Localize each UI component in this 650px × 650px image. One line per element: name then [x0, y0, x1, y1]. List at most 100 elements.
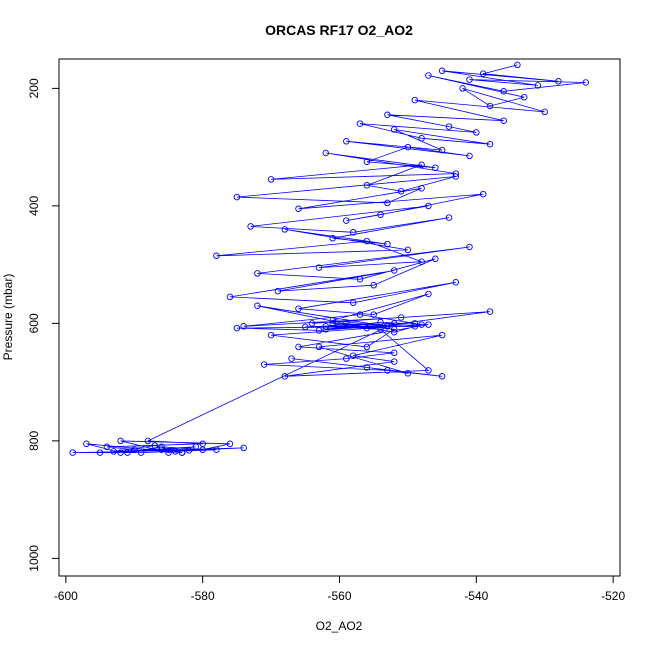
data-point: [254, 302, 261, 310]
data-point: [349, 229, 357, 236]
data-point: [404, 143, 412, 151]
data-point: [356, 276, 364, 283]
data-point: [124, 449, 131, 456]
data-point: [199, 446, 206, 453]
data-point: [343, 355, 350, 362]
data-point: [226, 440, 234, 448]
data-point: [445, 214, 453, 221]
y-axis: 200 400 600 800 1000: [27, 78, 60, 572]
x-axis-label: O2_AO2: [316, 619, 363, 633]
data-point: [466, 76, 473, 83]
data-point: [185, 447, 193, 454]
y-tick-label: 200: [27, 78, 41, 98]
data-point: [425, 202, 432, 210]
data-point: [363, 237, 371, 245]
data-point: [343, 138, 350, 145]
data-point: [445, 123, 453, 130]
x-tick-label: -580: [191, 589, 215, 603]
data-point: [452, 170, 460, 177]
data-point: [411, 320, 419, 327]
data-point: [438, 67, 446, 75]
data-point: [479, 190, 487, 198]
data-point: [226, 293, 234, 301]
data-point: [384, 322, 391, 329]
data-point: [438, 373, 446, 380]
x-tick-label: -600: [54, 589, 78, 603]
data-point: [384, 199, 391, 207]
series-lines: [72, 64, 586, 454]
data-point: [363, 182, 371, 189]
data-point: [165, 449, 172, 456]
data-point: [213, 252, 220, 260]
data-point: [514, 61, 521, 69]
data-point: [137, 449, 145, 456]
data-point: [281, 373, 289, 380]
data-point: [479, 70, 487, 77]
data-point: [329, 234, 336, 242]
data-point: [131, 446, 138, 453]
data-point: [96, 449, 104, 456]
y-tick-label: 400: [27, 196, 41, 216]
data-point: [329, 320, 336, 327]
x-axis: -600 -580 -560 -540 -520: [54, 575, 625, 603]
data-point: [425, 367, 432, 374]
data-point: [377, 211, 384, 218]
data-point: [500, 117, 507, 124]
data-point: [452, 173, 460, 180]
data-point: [438, 146, 446, 154]
data-point: [390, 328, 398, 336]
data-point: [418, 321, 425, 328]
data-point: [343, 217, 350, 224]
data-point: [418, 135, 425, 142]
y-axis-label: Pressure (mbar): [1, 274, 15, 361]
plot-frame: [58, 58, 621, 577]
data-point: [404, 370, 412, 377]
data-point: [295, 343, 302, 351]
data-point: [315, 327, 323, 334]
data-point: [486, 308, 494, 315]
data-point: [425, 72, 432, 79]
data-point: [356, 311, 364, 318]
data-point: [295, 305, 302, 312]
data-point: [425, 321, 432, 328]
data-point: [329, 317, 336, 324]
data-point: [322, 323, 330, 330]
data-point: [390, 349, 398, 357]
data-point: [110, 448, 117, 455]
data-point: [233, 324, 241, 332]
data-point: [384, 367, 391, 374]
data-point: [473, 129, 480, 136]
data-point: [390, 267, 398, 274]
data-point: [172, 448, 179, 455]
data-point: [288, 355, 295, 362]
data-point: [370, 311, 377, 318]
data-point: [500, 88, 507, 95]
data-point: [240, 323, 247, 330]
data-point: [418, 161, 425, 169]
data-point: [377, 318, 384, 326]
data-point: [370, 281, 377, 289]
data-point: [178, 449, 186, 456]
data-point: [151, 442, 159, 449]
data-point: [83, 440, 90, 448]
data-point: [384, 240, 391, 248]
data-point: [349, 299, 357, 307]
data-point: [411, 323, 419, 330]
data-point: [117, 437, 124, 445]
data-point: [452, 279, 460, 286]
data-point: [308, 320, 316, 327]
data-point: [541, 108, 548, 116]
data-point: [315, 343, 323, 351]
data-point: [390, 126, 398, 133]
data-point: [356, 120, 364, 127]
data-point: [302, 323, 309, 331]
data-point: [363, 324, 371, 332]
data-point: [486, 102, 494, 110]
data-point: [363, 364, 371, 371]
y-tick-label: 1000: [27, 545, 41, 572]
data-point: [486, 140, 494, 148]
data-point: [411, 96, 419, 104]
data-point: [69, 449, 76, 456]
data-point: [404, 246, 412, 254]
